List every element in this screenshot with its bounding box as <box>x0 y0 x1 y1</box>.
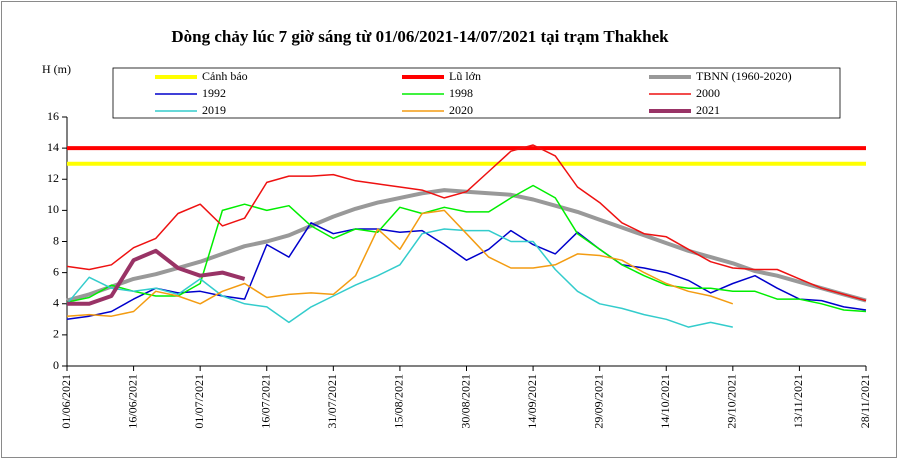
legend-label: TBNN (1960-2020) <box>696 69 792 83</box>
x-tick-label: 14/10/2021 <box>658 374 672 429</box>
x-tick-label: 30/08/2021 <box>458 374 472 429</box>
series-line <box>67 248 246 306</box>
x-tick-label: 15/08/2021 <box>392 374 406 429</box>
y-tick-label: 16 <box>47 109 59 123</box>
x-tick-label: 29/09/2021 <box>591 374 605 429</box>
y-tick-label: 4 <box>53 296 59 310</box>
x-tick-label: 28/11/2021 <box>858 374 872 428</box>
legend-label: 1992 <box>202 86 226 100</box>
legend-label: Cảnh báo <box>202 69 248 83</box>
y-tick-label: 10 <box>47 202 59 216</box>
x-tick-label: 29/10/2021 <box>725 374 739 429</box>
x-tick-label: 16/07/2021 <box>259 374 273 429</box>
series-line <box>66 184 867 313</box>
y-tick-label: 14 <box>47 140 59 154</box>
x-tick-label: 01/06/2021 <box>59 374 73 429</box>
y-tick-label: 12 <box>47 171 59 185</box>
legend-label: Lũ lớn <box>449 69 481 83</box>
series-line <box>66 228 733 328</box>
series-line <box>66 144 867 302</box>
y-tick-label: 2 <box>53 327 59 341</box>
series-line <box>66 222 867 321</box>
x-tick-label: 14/09/2021 <box>525 374 539 429</box>
legend-label: 1998 <box>449 86 473 100</box>
y-tick-label: 0 <box>53 358 59 372</box>
x-tick-label: 01/07/2021 <box>192 374 206 429</box>
chart-title: Dòng chảy lúc 7 giờ sáng từ 01/06/2021-1… <box>171 27 669 46</box>
y-tick-label: 6 <box>53 264 59 278</box>
legend-box <box>112 67 841 119</box>
legend-label: 2020 <box>449 103 473 117</box>
series-line <box>66 209 734 317</box>
x-tick-label: 16/06/2021 <box>125 374 139 429</box>
legend-label: 2000 <box>696 86 720 100</box>
y-tick-label: 8 <box>53 233 59 247</box>
legend-label: 2019 <box>202 103 226 117</box>
legend-label: 2021 <box>696 103 720 117</box>
y-axis-label: H (m) <box>42 62 71 76</box>
x-tick-label: 13/11/2021 <box>791 374 805 428</box>
x-tick-label: 31/07/2021 <box>325 374 339 429</box>
